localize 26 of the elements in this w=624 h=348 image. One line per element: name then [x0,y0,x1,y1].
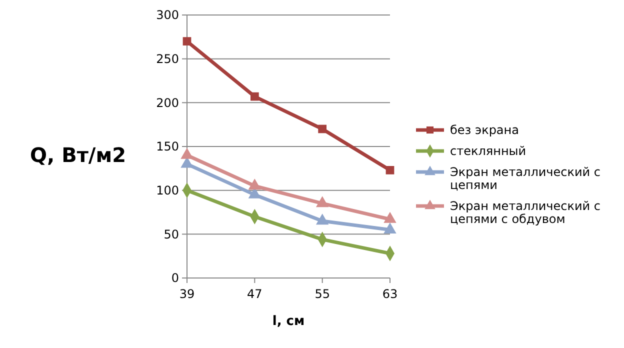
y-tick-label: 150 [156,140,179,154]
y-tick-label: 100 [156,184,179,198]
point [182,37,192,46]
x-tick-label: 63 [382,287,398,301]
point [316,214,329,225]
x-tick-label: 39 [179,287,195,301]
point [316,196,329,208]
point [384,212,396,223]
y-axis-title: Q, Вт/м2 [30,143,126,167]
y-tick-label: 300 [156,8,179,22]
y-tick-label: 0 [171,271,179,286]
y-tick-label: 50 [164,227,179,242]
x-axis-title: l, см [272,314,305,329]
legend-label: Экран металлический с цепями с обдувом [450,199,601,226]
y-tick-label: 200 [156,96,179,110]
point [250,92,259,101]
point [386,166,394,174]
x-tick-label: 47 [247,287,262,301]
legend-label: Экран металлический с цепями [450,165,601,192]
legend-label: стеклянный [450,144,526,158]
point [384,222,396,234]
y-tick-label: 250 [156,52,179,66]
legend-label: без экрана [450,123,519,138]
x-tick-label: 55 [314,287,330,301]
point [248,178,262,190]
point [318,124,327,134]
